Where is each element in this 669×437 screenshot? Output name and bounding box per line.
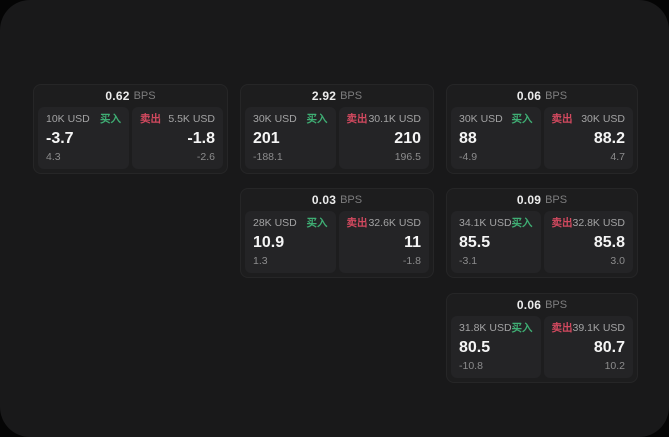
buy-amount: 28K USD bbox=[253, 217, 297, 229]
sell-amount: 39.1K USD bbox=[572, 322, 626, 334]
sell-amount: 30K USD bbox=[581, 113, 625, 125]
spread-unit: BPS bbox=[340, 194, 363, 206]
quote-card-2: 2.92 BPS 30K USD 买入 201 -188.1 卖出 30.1K … bbox=[240, 84, 434, 174]
spread-header: 0.06 BPS bbox=[451, 294, 633, 316]
spread-value: 0.62 bbox=[105, 89, 130, 103]
buy-amount: 31.8K USD bbox=[459, 322, 512, 334]
buy-price: 201 bbox=[253, 130, 280, 147]
buy-change: -3.1 bbox=[459, 255, 478, 267]
sell-panel[interactable]: 卖出 32.6K USD 11 -1.8 bbox=[338, 211, 429, 273]
spread-value: 0.09 bbox=[516, 193, 542, 207]
buy-panel[interactable]: 10K USD 买入 -3.7 4.3 bbox=[38, 107, 129, 169]
sell-price: 85.8 bbox=[593, 234, 625, 251]
spread-unit: BPS bbox=[340, 90, 363, 102]
buy-panel[interactable]: 31.8K USD 买入 80.5 -10.8 bbox=[451, 316, 541, 378]
buy-panel[interactable]: 30K USD 买入 201 -188.1 bbox=[245, 107, 336, 169]
sell-panel[interactable]: 卖出 32.8K USD 85.8 3.0 bbox=[543, 211, 633, 273]
sell-price: 80.7 bbox=[593, 339, 625, 356]
spread-unit: BPS bbox=[133, 90, 156, 102]
spread-header: 0.09 BPS bbox=[451, 189, 633, 211]
buy-change: -4.9 bbox=[459, 151, 478, 163]
buy-label: 买入 bbox=[511, 113, 533, 125]
spread-header: 0.06 BPS bbox=[451, 85, 633, 107]
sell-label: 卖出 bbox=[346, 113, 368, 125]
buy-label: 买入 bbox=[306, 217, 328, 229]
buy-label: 买入 bbox=[511, 322, 533, 334]
buy-label: 买入 bbox=[306, 113, 328, 125]
buy-change: 1.3 bbox=[253, 255, 268, 267]
spread-header: 0.62 BPS bbox=[38, 85, 223, 107]
buy-amount: 10K USD bbox=[46, 113, 90, 125]
sell-amount: 32.6K USD bbox=[368, 217, 421, 229]
buy-amount: 30K USD bbox=[253, 113, 297, 125]
sell-amount: 30.1K USD bbox=[368, 113, 421, 125]
buy-change: -10.8 bbox=[459, 360, 483, 372]
quote-card-5: 0.09 BPS 34.1K USD 买入 85.5 -3.1 卖出 32.8K… bbox=[446, 188, 638, 278]
sell-panel[interactable]: 卖出 39.1K USD 80.7 10.2 bbox=[543, 316, 633, 378]
spread-header: 2.92 BPS bbox=[245, 85, 429, 107]
sell-price: -1.8 bbox=[187, 130, 215, 147]
sell-change: 4.7 bbox=[610, 151, 625, 163]
sell-change: 3.0 bbox=[610, 255, 625, 267]
sell-label: 卖出 bbox=[346, 217, 368, 229]
sell-panel[interactable]: 卖出 5.5K USD -1.8 -2.6 bbox=[132, 107, 223, 169]
buy-price: 10.9 bbox=[253, 234, 285, 251]
buy-change: 4.3 bbox=[46, 151, 61, 163]
quote-card-6: 0.06 BPS 31.8K USD 买入 80.5 -10.8 卖出 39.1… bbox=[446, 293, 638, 383]
sell-change: 10.2 bbox=[604, 360, 625, 372]
buy-panel[interactable]: 28K USD 买入 10.9 1.3 bbox=[245, 211, 336, 273]
sell-change: -2.6 bbox=[196, 151, 215, 163]
spread-value: 0.06 bbox=[516, 89, 542, 103]
spread-unit: BPS bbox=[545, 194, 568, 206]
sell-change: -1.8 bbox=[402, 255, 421, 267]
quote-card-3: 0.06 BPS 30K USD 买入 88 -4.9 卖出 30K USD 8… bbox=[446, 84, 638, 174]
sell-label: 卖出 bbox=[551, 113, 573, 125]
sell-panel[interactable]: 卖出 30.1K USD 210 196.5 bbox=[338, 107, 429, 169]
buy-label: 买入 bbox=[100, 113, 121, 125]
buy-price: 88 bbox=[459, 130, 477, 147]
buy-label: 买入 bbox=[511, 217, 533, 229]
spread-unit: BPS bbox=[545, 299, 568, 311]
spread-unit: BPS bbox=[545, 90, 568, 102]
sell-price: 210 bbox=[394, 130, 421, 147]
sell-panel[interactable]: 卖出 30K USD 88.2 4.7 bbox=[543, 107, 633, 169]
spread-value: 0.03 bbox=[311, 193, 337, 207]
buy-price: -3.7 bbox=[46, 130, 74, 147]
sell-label: 卖出 bbox=[551, 322, 573, 334]
buy-panel[interactable]: 34.1K USD 买入 85.5 -3.1 bbox=[451, 211, 541, 273]
sell-amount: 32.8K USD bbox=[572, 217, 626, 229]
sell-change: 196.5 bbox=[394, 151, 421, 163]
sell-label: 卖出 bbox=[551, 217, 573, 229]
buy-amount: 30K USD bbox=[459, 113, 503, 125]
quote-card-1: 0.62 BPS 10K USD 买入 -3.7 4.3 卖出 5.5K USD… bbox=[33, 84, 228, 174]
spread-value: 2.92 bbox=[311, 89, 337, 103]
sell-amount: 5.5K USD bbox=[168, 113, 215, 125]
buy-amount: 34.1K USD bbox=[459, 217, 512, 229]
spread-value: 0.06 bbox=[516, 298, 542, 312]
buy-panel[interactable]: 30K USD 买入 88 -4.9 bbox=[451, 107, 541, 169]
sell-price: 11 bbox=[404, 234, 421, 251]
buy-change: -188.1 bbox=[253, 151, 283, 163]
spread-header: 0.03 BPS bbox=[245, 189, 429, 211]
sell-price: 88.2 bbox=[593, 130, 625, 147]
buy-price: 80.5 bbox=[459, 339, 491, 356]
quote-card-4: 0.03 BPS 28K USD 买入 10.9 1.3 卖出 32.6K US… bbox=[240, 188, 434, 278]
sell-label: 卖出 bbox=[140, 113, 161, 125]
buy-price: 85.5 bbox=[459, 234, 491, 251]
